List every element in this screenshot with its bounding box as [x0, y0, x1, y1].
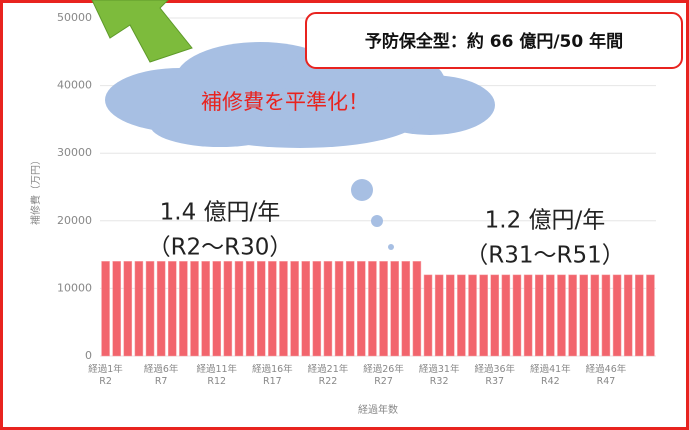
bar — [257, 261, 265, 356]
x-tick-text: 経過46年 R47 — [576, 364, 636, 388]
bar — [402, 261, 410, 356]
bar — [380, 261, 388, 356]
x-tick-text: 経過36年 R37 — [465, 364, 525, 388]
bar — [146, 261, 154, 356]
bar — [335, 261, 343, 356]
bar — [491, 275, 499, 356]
rate-label: 1.2 億円/年 — [485, 208, 606, 234]
bar — [469, 275, 477, 356]
bar — [324, 261, 332, 356]
y-axis-label: 補修費（万円） — [29, 155, 42, 225]
bar — [624, 275, 632, 356]
bar — [346, 261, 354, 356]
bar — [457, 275, 465, 356]
bar — [613, 275, 621, 356]
bar — [435, 275, 443, 356]
y-tick-label: 30000 — [57, 146, 92, 159]
x-tick-text: 経過11年 R12 — [187, 364, 247, 388]
bar — [224, 261, 232, 356]
x-tick-text: 経過41年 R42 — [520, 364, 580, 388]
x-tick-text: 経過26年 R27 — [354, 364, 414, 388]
bar — [246, 261, 254, 356]
x-tick-text: 経過31年 R32 — [409, 364, 469, 388]
bar — [235, 261, 243, 356]
bar — [357, 261, 365, 356]
range-label: （R2～R30） — [148, 235, 293, 261]
bar — [635, 275, 643, 356]
bar — [524, 275, 532, 356]
y-tick-label: 50000 — [57, 11, 92, 24]
x-tick-label: 経過26年 R27 — [354, 364, 414, 394]
bar — [502, 275, 510, 356]
bar — [557, 275, 565, 356]
x-tick-label: 経過6年 R7 — [131, 364, 191, 394]
x-tick-label: 経過1年 R2 — [76, 364, 136, 394]
bar — [424, 275, 432, 356]
bar — [102, 261, 110, 356]
bar — [546, 275, 554, 356]
x-tick-text: 経過1年 R2 — [76, 364, 136, 388]
x-tick-text: 経過16年 R17 — [242, 364, 302, 388]
bar — [291, 261, 299, 356]
x-tick-label: 経過36年 R37 — [465, 364, 525, 394]
x-tick-text: 経過21年 R22 — [298, 364, 358, 388]
bar — [535, 275, 543, 356]
bar — [168, 261, 176, 356]
bar — [135, 261, 143, 356]
y-tick-label: 0 — [85, 349, 92, 362]
bar — [513, 275, 521, 356]
bar — [202, 261, 210, 356]
bar — [213, 261, 221, 356]
bar — [446, 275, 454, 356]
bar — [191, 261, 199, 356]
x-tick-label: 経過31年 R32 — [409, 364, 469, 394]
bar — [580, 275, 588, 356]
x-tick-label: 経過41年 R42 — [520, 364, 580, 394]
y-tick-label: 40000 — [57, 79, 92, 92]
x-tick-label: 経過46年 R47 — [576, 364, 636, 394]
bar — [157, 261, 165, 356]
bar — [480, 275, 488, 356]
bar — [368, 261, 376, 356]
bar — [391, 261, 399, 356]
bar — [602, 275, 610, 356]
bubble — [371, 215, 383, 227]
bubble — [351, 179, 373, 201]
cloud-text: 補修費を平準化！ — [201, 90, 369, 114]
bar — [113, 261, 121, 356]
y-tick-label: 20000 — [57, 214, 92, 227]
bar — [646, 275, 654, 356]
x-tick-text: 経過6年 R7 — [131, 364, 191, 388]
bar — [569, 275, 577, 356]
bar — [591, 275, 599, 356]
bar — [124, 261, 132, 356]
bar — [179, 261, 187, 356]
bar — [413, 261, 421, 356]
range-label: （R31～R51） — [465, 243, 625, 269]
chart: 0 10000 20000 30000 40000 50000 経過1年 R2経過6年 R7… — [0, 0, 689, 430]
x-tick-label: 経過11年 R12 — [187, 364, 247, 394]
x-tick-label: 経過21年 R22 — [298, 364, 358, 394]
bar — [268, 261, 276, 356]
summary-text: 予防保全型：約 66 億円/50 年間 — [365, 31, 623, 52]
bar — [279, 261, 287, 356]
x-tick-label: 経過16年 R17 — [242, 364, 302, 394]
y-tick-label: 10000 — [57, 281, 92, 294]
bubble — [388, 244, 394, 250]
bar — [302, 261, 310, 356]
rate-label: 1.4 億円/年 — [160, 200, 281, 226]
bar — [313, 261, 321, 356]
x-axis-label: 経過年数 — [358, 403, 398, 416]
